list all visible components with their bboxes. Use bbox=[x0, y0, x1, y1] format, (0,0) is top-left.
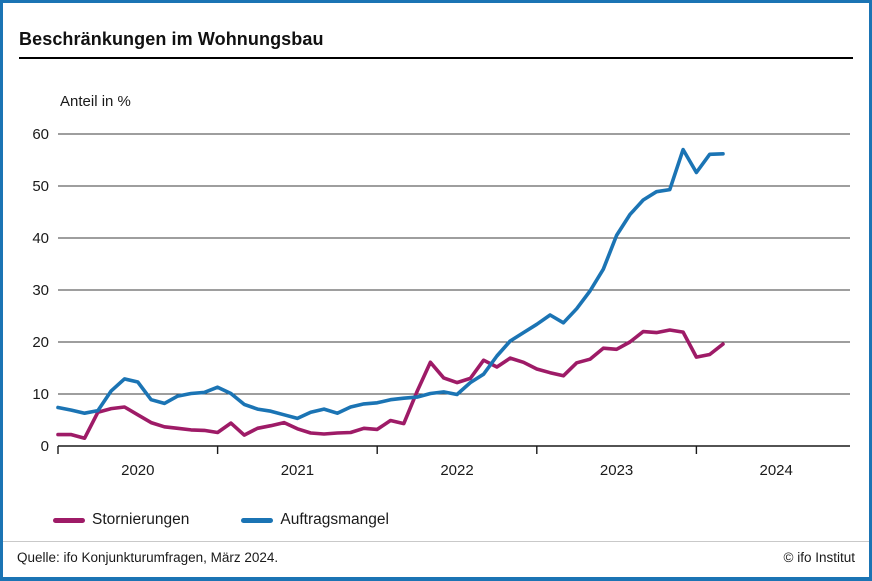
svg-text:2021: 2021 bbox=[281, 462, 314, 479]
svg-text:20: 20 bbox=[32, 334, 49, 351]
legend-label-stornierungen: Stornierungen bbox=[92, 511, 190, 528]
legend: Stornierungen Auftragsmangel bbox=[53, 511, 389, 529]
source-note: Quelle: ifo Konjunkturumfragen, März 202… bbox=[17, 550, 279, 565]
svg-text:40: 40 bbox=[32, 230, 49, 247]
chart-svg: 0 10 20 30 40 50 60 2020 2021 2022 2023 2024 bbox=[32, 126, 850, 479]
svg-text:60: 60 bbox=[32, 126, 49, 143]
svg-text:50: 50 bbox=[32, 178, 49, 195]
chart-header: Beschränkungen im Wohnungsbau bbox=[19, 29, 853, 59]
svg-text:30: 30 bbox=[32, 282, 49, 299]
svg-text:0: 0 bbox=[41, 438, 49, 455]
stornierungen-line-swatch bbox=[53, 517, 85, 523]
svg-text:2022: 2022 bbox=[440, 462, 473, 479]
legend-item-stornierungen: Stornierungen bbox=[53, 511, 189, 529]
footer: Quelle: ifo Konjunkturumfragen, März 202… bbox=[3, 541, 869, 577]
svg-text:2023: 2023 bbox=[600, 462, 633, 479]
chart-title: Beschränkungen im Wohnungsbau bbox=[19, 29, 324, 49]
y-axis-label: Anteil in % bbox=[60, 93, 131, 110]
auftragsmangel-line-swatch bbox=[241, 517, 274, 523]
svg-text:2024: 2024 bbox=[760, 462, 793, 479]
copyright-note: © ifo Institut bbox=[783, 550, 855, 565]
svg-text:10: 10 bbox=[32, 386, 49, 403]
svg-text:2020: 2020 bbox=[121, 462, 154, 479]
legend-label-auftragsmangel: Auftragsmangel bbox=[280, 511, 389, 528]
legend-item-auftragsmangel: Auftragsmangel bbox=[241, 511, 389, 529]
title-underline bbox=[19, 57, 853, 59]
